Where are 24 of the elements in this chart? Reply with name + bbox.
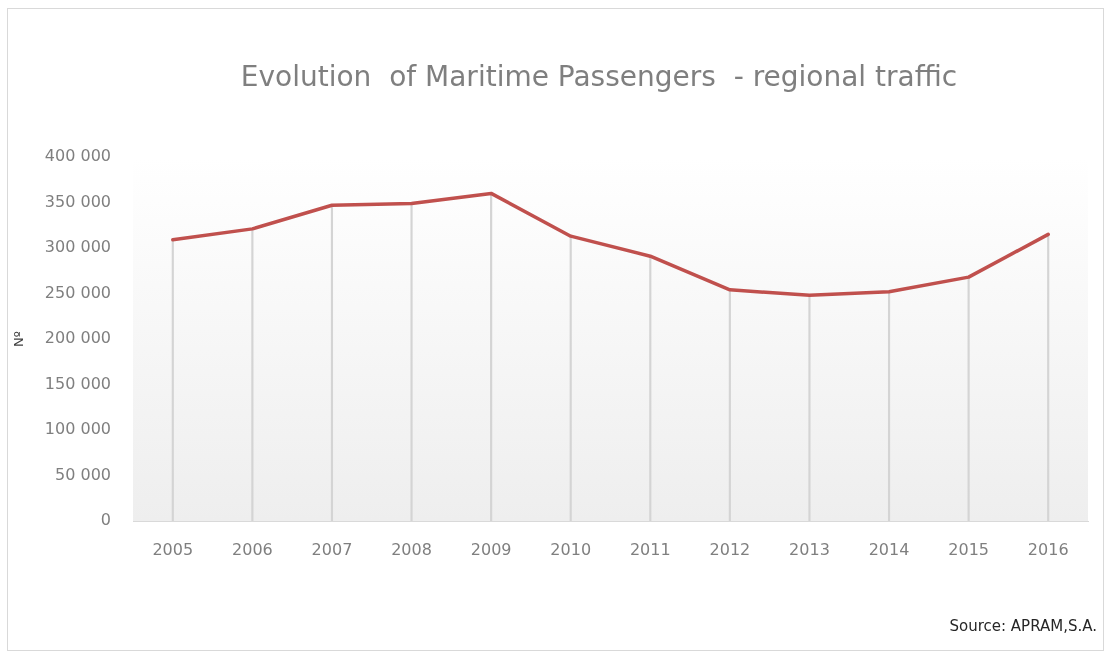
y-tick-label: 150 000 — [44, 373, 111, 393]
x-tick-label: 2008 — [391, 539, 432, 559]
y-tick-label: 250 000 — [44, 282, 111, 302]
x-tick-label: 2006 — [232, 539, 273, 559]
y-tick-label: 0 — [100, 510, 111, 530]
y-tick-label: 50 000 — [55, 464, 111, 484]
x-tick-label: 2010 — [550, 539, 592, 559]
x-tick-label: 2012 — [709, 539, 751, 559]
x-tick-label: 2005 — [152, 539, 194, 559]
x-tick-label: 2009 — [470, 539, 512, 559]
y-tick-label: 300 000 — [44, 237, 111, 257]
x-tick-label: 2016 — [1027, 539, 1069, 559]
y-tick-label: 400 000 — [44, 146, 111, 166]
y-tick-label: 100 000 — [44, 419, 111, 439]
source-note: Source: APRAM,S.A. — [949, 616, 1097, 636]
x-tick-label: 2007 — [311, 539, 353, 559]
chart-title: Evolution of Maritime Passengers - regional traffic — [239, 60, 959, 94]
y-tick-label: 200 000 — [44, 328, 111, 348]
x-tick-label: 2015 — [948, 539, 989, 559]
y-axis-title: Nº — [11, 331, 27, 347]
x-tick-label: 2011 — [629, 539, 671, 559]
x-tick-label: 2013 — [789, 539, 830, 559]
y-tick-label: 350 000 — [44, 191, 111, 211]
x-tick-label: 2014 — [868, 539, 910, 559]
